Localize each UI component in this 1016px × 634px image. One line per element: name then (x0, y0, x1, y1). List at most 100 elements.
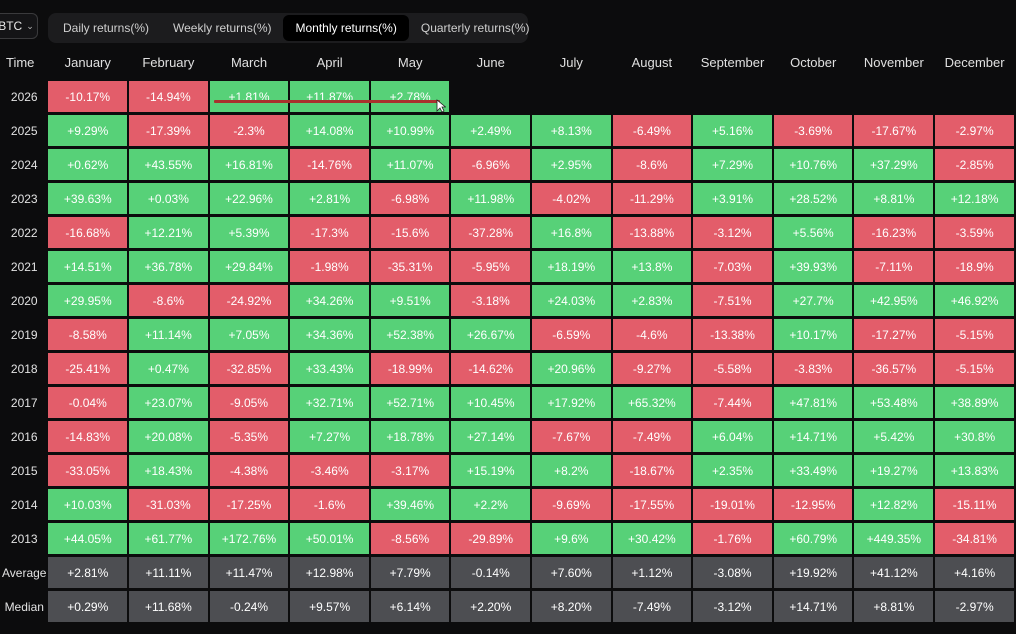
return-cell: +32.71% (290, 387, 369, 418)
year-row: 2026 -10.17% -14.94% +1.81% +11.87% +2.78% (2, 81, 1014, 112)
return-cell: +36.78% (129, 251, 208, 282)
return-cell: -1.98% (290, 251, 369, 282)
return-cell: +61.77% (129, 523, 208, 554)
return-cell: +8.81% (854, 183, 934, 214)
return-cell: +15.19% (451, 455, 531, 486)
return-cell: +9.29% (48, 115, 128, 146)
tab-weekly-returns[interactable]: Weekly returns(%) (173, 21, 272, 35)
year-row: 2019 -8.58% +11.14% +7.05% +34.36% +52.38% +26… (2, 319, 1014, 350)
return-cell: -8.6% (129, 285, 208, 316)
monthly-returns-table: Time January February March April May June July… (0, 44, 1016, 625)
return-cell: +11.47% (209, 557, 289, 588)
month-header[interactable]: November (863, 55, 924, 70)
return-cell: -31.03% (129, 489, 208, 520)
month-header[interactable]: February (142, 55, 195, 70)
return-cell: +9.6% (532, 523, 611, 554)
stat-row: Median +0.29% +11.68% -0.24% +9.57% +6.14% +2.… (2, 591, 1014, 622)
return-cell: +60.79% (773, 523, 853, 554)
return-cell: +3.91% (693, 183, 772, 214)
asset-label: BTC (0, 19, 23, 33)
return-cell: -17.55% (612, 489, 692, 520)
return-cell: +8.2% (532, 455, 611, 486)
return-cell: +8.20% (532, 591, 611, 622)
return-cell: +46.92% (935, 285, 1014, 316)
return-cell: +18.19% (532, 251, 611, 282)
month-header[interactable]: August (631, 55, 673, 70)
return-cell: -13.88% (612, 217, 692, 248)
return-cell: +2.95% (532, 149, 611, 180)
return-cell: -3.08% (693, 557, 772, 588)
return-cell: +2.2% (451, 489, 531, 520)
return-cell: -17.67% (854, 115, 934, 146)
year-row: 2013 +44.05% +61.77% +172.76% +50.01% -8.56% -… (2, 523, 1014, 554)
return-cell: +2.49% (451, 115, 531, 146)
return-cell: -7.44% (693, 387, 772, 418)
return-cell: -2.85% (935, 149, 1014, 180)
month-header[interactable]: January (64, 55, 111, 70)
return-cell: +23.07% (129, 387, 208, 418)
return-cell: +8.81% (854, 591, 934, 622)
return-cell: +16.81% (209, 149, 289, 180)
return-cell: +11.87% (290, 81, 369, 112)
return-cell: +52.38% (370, 319, 450, 350)
return-cell: +39.93% (773, 251, 853, 282)
return-cell: +26.67% (451, 319, 531, 350)
return-cell: -25.41% (48, 353, 128, 384)
month-header[interactable]: March (230, 55, 268, 70)
return-cell: +14.51% (48, 251, 128, 282)
tab-quarterly-returns[interactable]: Quarterly returns(%) (420, 21, 530, 35)
year-label: 2013 (10, 531, 38, 546)
return-cell: -16.23% (854, 217, 934, 248)
return-cell: +19.27% (854, 455, 934, 486)
return-cell: +16.8% (532, 217, 611, 248)
return-cell: +30.42% (612, 523, 692, 554)
month-header[interactable]: October (790, 55, 837, 70)
return-cell: -3.12% (693, 591, 772, 622)
return-cell: +6.04% (693, 421, 772, 452)
year-row: 2023 +39.63% +0.03% +22.96% +2.81% -6.98% +11.… (2, 183, 1014, 214)
return-cell: -34.81% (935, 523, 1014, 554)
return-cell: +13.8% (612, 251, 692, 282)
return-cell: -15.6% (370, 217, 450, 248)
return-cell: -7.03% (693, 251, 772, 282)
return-cell: -0.24% (209, 591, 289, 622)
year-label: 2020 (10, 293, 38, 308)
return-cell: +44.05% (48, 523, 128, 554)
return-cell: +11.07% (370, 149, 450, 180)
return-cell: +65.32% (612, 387, 692, 418)
asset-selector[interactable]: BTC ⌄ (0, 13, 38, 39)
return-cell: -18.67% (612, 455, 692, 486)
year-label: 2021 (10, 259, 38, 274)
return-cell: -4.02% (532, 183, 611, 214)
return-cell: +449.35% (854, 523, 934, 554)
return-cell: -6.59% (532, 319, 611, 350)
return-cell: +9.57% (290, 591, 369, 622)
cursor-icon (436, 99, 446, 113)
return-cell: -0.04% (48, 387, 128, 418)
return-cell (613, 81, 692, 112)
return-cell: +0.03% (129, 183, 208, 214)
return-cell: -16.68% (48, 217, 128, 248)
return-cell: -33.05% (48, 455, 128, 486)
return-cell: -3.12% (693, 217, 772, 248)
month-header[interactable]: December (944, 55, 1005, 70)
month-header[interactable]: July (559, 55, 583, 70)
return-cell: +43.55% (129, 149, 208, 180)
return-cell: -14.76% (290, 149, 369, 180)
return-cell: -3.18% (451, 285, 531, 316)
return-cell: -29.89% (451, 523, 531, 554)
year-label: 2024 (10, 157, 38, 172)
tab-daily-returns[interactable]: Daily returns(%) (63, 21, 150, 35)
year-row: 2014 +10.03% -31.03% -17.25% -1.6% +39.46% +2.… (2, 489, 1014, 520)
return-cell: +10.03% (48, 489, 128, 520)
month-header[interactable]: April (316, 55, 343, 70)
return-cell: -2.97% (935, 591, 1014, 622)
tab-monthly-returns[interactable]: Monthly returns(%) (283, 15, 409, 41)
return-cell: +22.96% (209, 183, 289, 214)
return-cell: +53.48% (854, 387, 934, 418)
return-cell: -5.95% (451, 251, 531, 282)
month-header[interactable]: September (700, 55, 765, 70)
month-header[interactable]: May (397, 55, 423, 70)
return-cell: -2.97% (935, 115, 1014, 146)
month-header[interactable]: June (476, 55, 505, 70)
